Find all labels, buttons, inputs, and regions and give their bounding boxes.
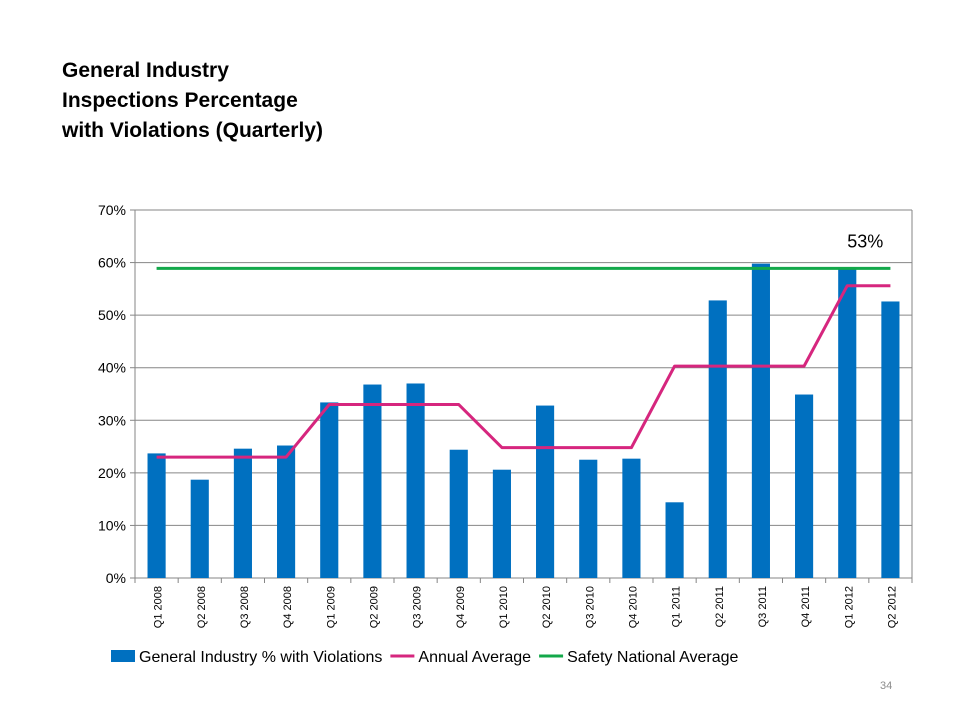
bar bbox=[751, 263, 770, 578]
page-number: 34 bbox=[880, 680, 893, 692]
x-tick-label: Q4 2010 bbox=[627, 586, 639, 628]
x-tick-label: Q2 2009 bbox=[368, 586, 380, 628]
y-tick-label: 50% bbox=[98, 307, 126, 323]
bar bbox=[795, 394, 814, 578]
x-tick-label: Q1 2012 bbox=[843, 586, 855, 628]
bar bbox=[406, 383, 425, 578]
bar bbox=[622, 458, 641, 578]
y-tick-label: 0% bbox=[106, 570, 126, 586]
title-line-3: with Violations (Quarterly) bbox=[62, 119, 323, 142]
x-tick-label: Q2 2011 bbox=[714, 586, 726, 627]
bar bbox=[190, 479, 209, 578]
x-tick-label: Q4 2009 bbox=[455, 586, 467, 628]
bar bbox=[233, 448, 252, 578]
bar bbox=[708, 300, 727, 578]
legend-label: Safety National Average bbox=[567, 649, 738, 666]
legend-swatch bbox=[111, 650, 135, 662]
data-annotation: 53% bbox=[847, 232, 883, 252]
bar bbox=[320, 402, 339, 578]
bar bbox=[838, 267, 857, 578]
chart-title: General Industry Inspections Percentage … bbox=[62, 56, 323, 146]
legend-label: General Industry % with Violations bbox=[139, 649, 382, 666]
bar bbox=[363, 384, 382, 578]
y-tick-label: 20% bbox=[98, 465, 126, 481]
x-tick-label: Q3 2010 bbox=[584, 586, 596, 628]
bar bbox=[277, 445, 296, 578]
x-tick-label: Q1 2011 bbox=[671, 586, 683, 627]
x-tick-label: Q1 2010 bbox=[498, 586, 510, 628]
y-tick-label: 70% bbox=[98, 202, 126, 218]
x-tick-label: Q3 2011 bbox=[757, 586, 769, 627]
legend-label: Annual Average bbox=[418, 649, 531, 666]
bar bbox=[147, 453, 166, 578]
y-tick-label: 40% bbox=[98, 360, 126, 376]
x-tick-label: Q2 2010 bbox=[541, 586, 553, 628]
x-tick-label: Q2 2008 bbox=[196, 586, 208, 628]
x-tick-label: Q1 2008 bbox=[153, 586, 165, 628]
x-tick-label: Q4 2008 bbox=[282, 586, 294, 628]
bar bbox=[536, 405, 555, 578]
y-tick-label: 60% bbox=[98, 255, 126, 271]
y-tick-label: 10% bbox=[98, 517, 126, 533]
x-tick-label: Q1 2009 bbox=[325, 586, 337, 628]
bar bbox=[492, 469, 511, 578]
x-tick-label: Q4 2011 bbox=[800, 586, 812, 627]
title-line-1: General Industry bbox=[62, 59, 229, 82]
y-tick-label: 30% bbox=[98, 412, 126, 428]
x-tick-label: Q3 2008 bbox=[239, 586, 251, 628]
bar bbox=[665, 502, 684, 578]
series-line bbox=[156, 284, 891, 459]
bar bbox=[579, 459, 598, 578]
title-line-2: Inspections Percentage bbox=[62, 89, 298, 112]
x-tick-label: Q3 2009 bbox=[412, 586, 424, 628]
bar bbox=[881, 301, 900, 578]
x-tick-label: Q2 2012 bbox=[886, 586, 898, 628]
bar bbox=[449, 449, 468, 578]
